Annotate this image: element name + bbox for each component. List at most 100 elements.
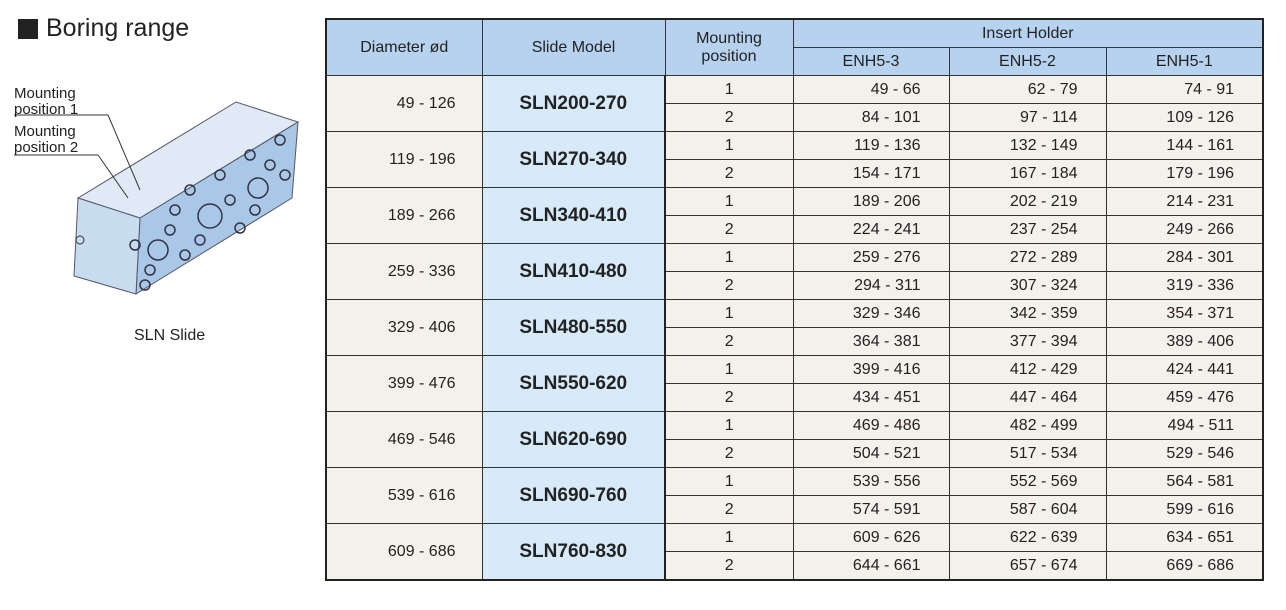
diameter-cell: 329 - 406	[325, 299, 483, 356]
position-cell: 1	[664, 187, 794, 216]
model-cell: SLN200-270	[481, 75, 666, 132]
position-cell: 1	[664, 75, 794, 104]
position-cell: 2	[664, 551, 794, 581]
diameter-cell: 469 - 546	[325, 411, 483, 468]
range-cell: 389 - 406	[1105, 327, 1264, 356]
range-cell: 564 - 581	[1105, 467, 1264, 496]
range-cell: 224 - 241	[792, 215, 950, 244]
model-cell: SLN620-690	[481, 411, 666, 468]
range-cell: 459 - 476	[1105, 383, 1264, 412]
range-cell: 447 - 464	[948, 383, 1107, 412]
section-title: Boring range	[18, 14, 189, 43]
position-cell: 2	[664, 495, 794, 524]
table-row: 609 - 686 SLN760-830 1 609 - 626 622 - 639 63…	[325, 523, 1264, 581]
range-cell: 599 - 616	[1105, 495, 1264, 524]
range-cell: 109 - 126	[1105, 103, 1264, 132]
range-cell: 622 - 639	[948, 523, 1107, 552]
position-cell: 1	[664, 355, 794, 384]
table-row: 469 - 546 SLN620-690 1 469 - 486 482 - 499 49…	[325, 411, 1264, 468]
range-cell: 49 - 66	[792, 75, 950, 104]
position-cell: 1	[664, 411, 794, 440]
range-cell: 412 - 429	[948, 355, 1107, 384]
table-row: 329 - 406 SLN480-550 1 329 - 346 342 - 359 35…	[325, 299, 1264, 356]
position-cell: 1	[664, 299, 794, 328]
range-cell: 434 - 451	[792, 383, 950, 412]
range-cell: 587 - 604	[948, 495, 1107, 524]
model-cell: SLN760-830	[481, 523, 666, 581]
table-row: 2 224 - 241 237 - 254 249 - 266	[326, 215, 1264, 244]
range-cell: 609 - 626	[792, 523, 950, 552]
range-cell: 399 - 416	[792, 355, 950, 384]
model-cell: SLN480-550	[481, 299, 666, 356]
range-cell: 644 - 661	[792, 551, 950, 581]
range-cell: 504 - 521	[792, 439, 950, 468]
table-row: 399 - 476 SLN550-620 1 399 - 416 412 - 429 42…	[325, 355, 1264, 412]
column-header: ENH5-1	[1105, 47, 1264, 76]
range-cell: 144 - 161	[1105, 131, 1264, 160]
range-cell: 132 - 149	[948, 131, 1107, 160]
range-cell: 272 - 289	[948, 243, 1107, 272]
position-cell: 2	[664, 159, 794, 188]
column-group-header: Insert Holder	[792, 18, 1264, 48]
diameter-cell: 609 - 686	[325, 523, 483, 581]
model-cell: SLN340-410	[481, 187, 666, 244]
range-cell: 669 - 686	[1105, 551, 1264, 581]
range-cell: 97 - 114	[948, 103, 1107, 132]
model-cell: SLN690-760	[481, 467, 666, 524]
position-cell: 2	[664, 271, 794, 300]
range-cell: 284 - 301	[1105, 243, 1264, 272]
diameter-cell: 399 - 476	[325, 355, 483, 412]
column-header: ENH5-3	[792, 47, 950, 76]
range-cell: 342 - 359	[948, 299, 1107, 328]
title-text: Boring range	[46, 14, 190, 42]
callout-label: Mounting position 2	[14, 123, 79, 156]
range-cell: 552 - 569	[948, 467, 1107, 496]
range-cell: 307 - 324	[948, 271, 1107, 300]
diameter-cell: 189 - 266	[325, 187, 483, 244]
slide-illustration	[14, 101, 300, 295]
column-header: Diameter ød	[325, 18, 483, 76]
range-cell: 249 - 266	[1105, 215, 1264, 244]
position-cell: 2	[664, 383, 794, 412]
range-cell: 517 - 534	[948, 439, 1107, 468]
position-cell: 1	[664, 523, 794, 552]
range-cell: 84 - 101	[792, 103, 950, 132]
position-cell: 2	[664, 103, 794, 132]
range-cell: 259 - 276	[792, 243, 950, 272]
range-cell: 154 - 171	[792, 159, 950, 188]
table-row: 119 - 196 SLN270-340 1 119 - 136 132 - 149 14…	[325, 131, 1264, 188]
range-cell: 62 - 79	[948, 75, 1107, 104]
diameter-cell: 539 - 616	[325, 467, 483, 524]
position-cell: 2	[664, 327, 794, 356]
position-cell: 1	[664, 467, 794, 496]
range-cell: 424 - 441	[1105, 355, 1264, 384]
range-cell: 167 - 184	[948, 159, 1107, 188]
range-cell: 539 - 556	[792, 467, 950, 496]
table-row: 2 574 - 591 587 - 604 599 - 616	[326, 495, 1264, 524]
range-cell: 482 - 499	[948, 411, 1107, 440]
callout-label: Mounting position 1	[14, 85, 79, 118]
table-row: 2 84 - 101 97 - 114 109 - 126	[326, 103, 1264, 132]
model-cell: SLN550-620	[481, 355, 666, 412]
range-cell: 189 - 206	[792, 187, 950, 216]
range-cell: 74 - 91	[1105, 75, 1264, 104]
range-cell: 354 - 371	[1105, 299, 1264, 328]
range-cell: 294 - 311	[792, 271, 950, 300]
table-row: 2 644 - 661 657 - 674 669 - 686	[326, 551, 1264, 581]
range-cell: 237 - 254	[948, 215, 1107, 244]
range-cell: 469 - 486	[792, 411, 950, 440]
range-cell: 214 - 231	[1105, 187, 1264, 216]
column-header: Mounting position	[664, 18, 794, 76]
position-cell: 1	[664, 131, 794, 160]
model-cell: SLN270-340	[481, 131, 666, 188]
diameter-cell: 119 - 196	[325, 131, 483, 188]
table-row: 2 434 - 451 447 - 464 459 - 476	[326, 383, 1264, 412]
range-cell: 119 - 136	[792, 131, 950, 160]
column-header: ENH5-2	[948, 47, 1107, 76]
range-cell: 329 - 346	[792, 299, 950, 328]
range-cell: 319 - 336	[1105, 271, 1264, 300]
range-cell: 657 - 674	[948, 551, 1107, 581]
boring-range-table: Diameter ød Slide Model Mounting positio…	[325, 18, 1265, 581]
range-cell: 494 - 511	[1105, 411, 1264, 440]
